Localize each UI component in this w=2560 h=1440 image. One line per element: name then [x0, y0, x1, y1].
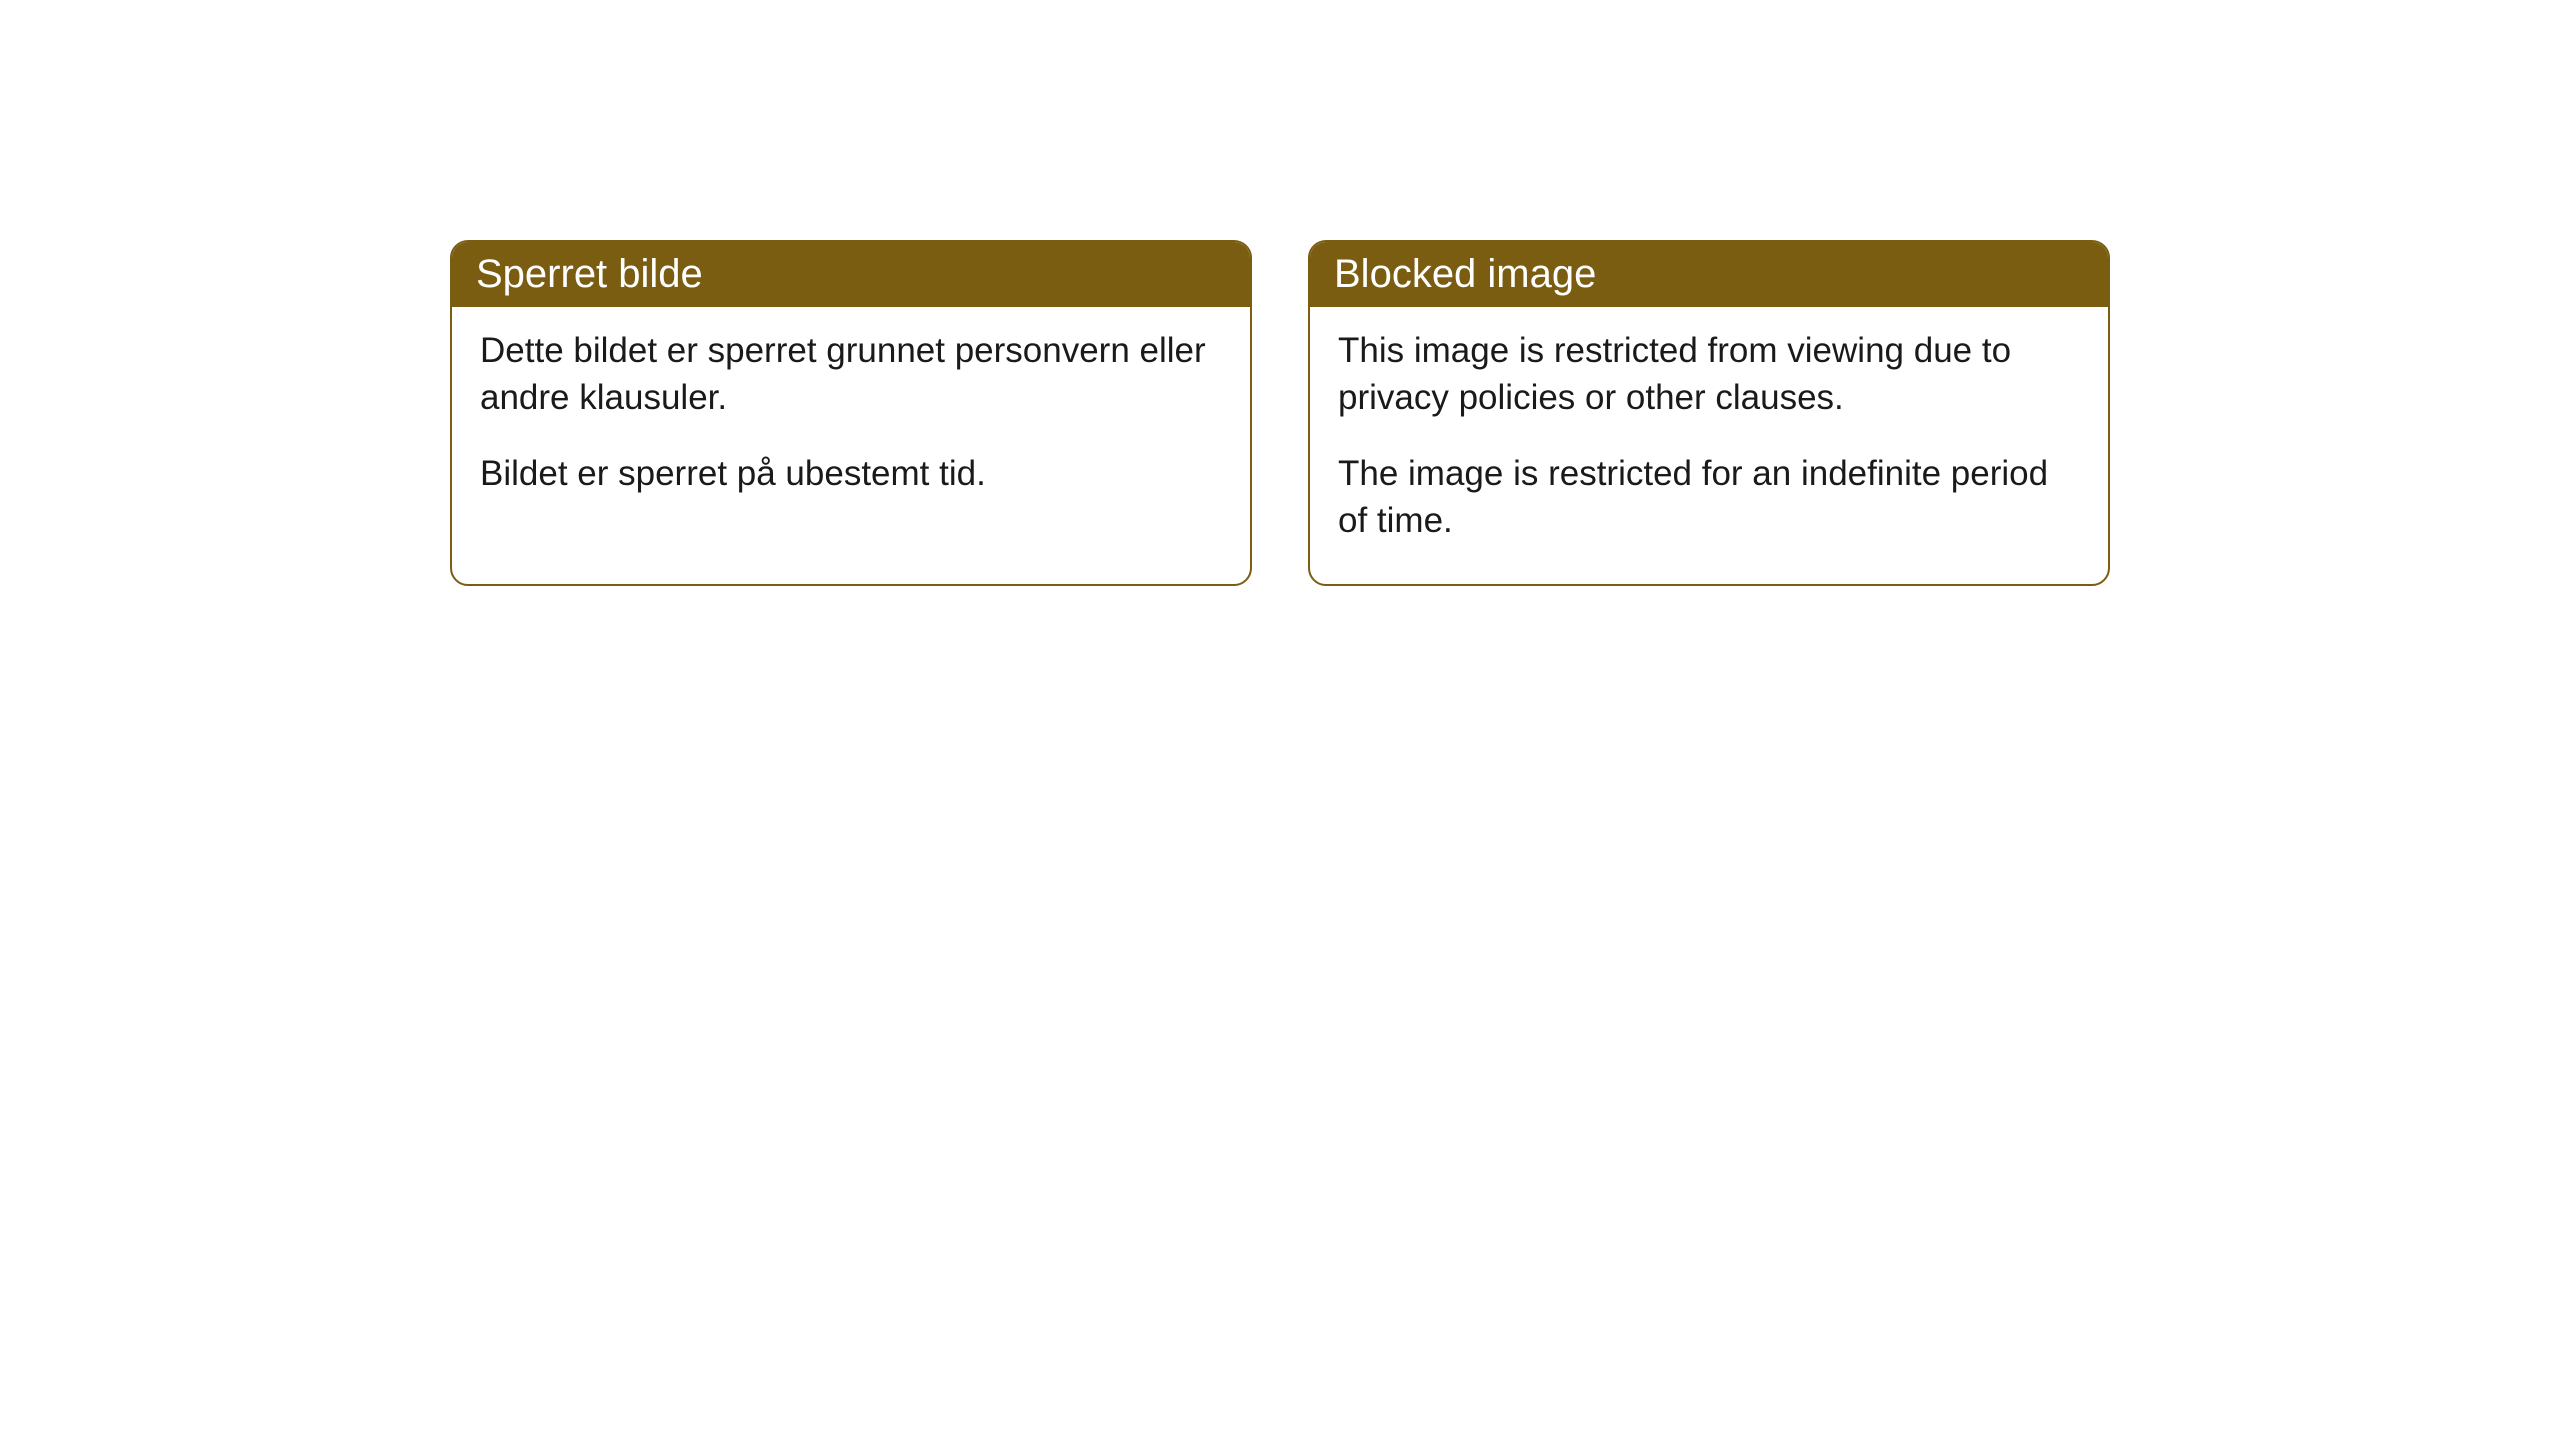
blocked-image-card-norwegian: Sperret bilde Dette bildet er sperret gr… — [450, 240, 1252, 586]
card-paragraph: Dette bildet er sperret grunnet personve… — [480, 327, 1222, 422]
card-header: Blocked image — [1310, 242, 2108, 307]
notice-cards-container: Sperret bilde Dette bildet er sperret gr… — [450, 240, 2110, 586]
card-header: Sperret bilde — [452, 242, 1250, 307]
card-body: This image is restricted from viewing du… — [1310, 307, 2108, 584]
blocked-image-card-english: Blocked image This image is restricted f… — [1308, 240, 2110, 586]
card-body: Dette bildet er sperret grunnet personve… — [452, 307, 1250, 537]
card-paragraph: The image is restricted for an indefinit… — [1338, 450, 2080, 545]
card-paragraph: This image is restricted from viewing du… — [1338, 327, 2080, 422]
card-paragraph: Bildet er sperret på ubestemt tid. — [480, 450, 1222, 497]
card-title: Blocked image — [1334, 252, 1596, 296]
card-title: Sperret bilde — [476, 252, 703, 296]
